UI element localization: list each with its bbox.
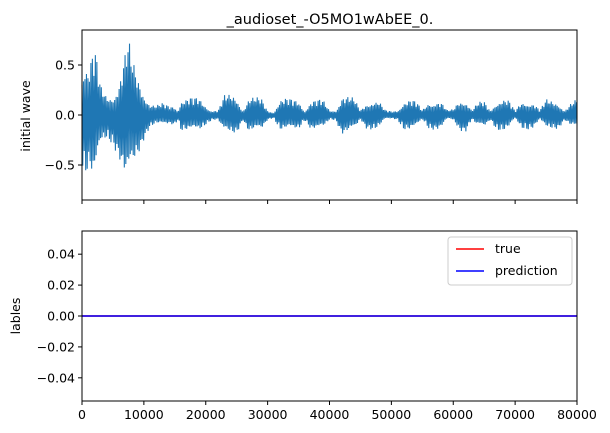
y-axis-label-labels: lables xyxy=(8,298,23,335)
labels-y-tick-label: 0.00 xyxy=(47,309,75,324)
labels-axes: lables 0.04 0.02 0.00 −0.02 −0.04 0 10000 20000… xyxy=(8,230,597,422)
waveform-y-tick-label: 0.0 xyxy=(55,108,75,123)
legend-label-prediction: prediction xyxy=(495,263,558,278)
y-axis-label-waveform: initial wave xyxy=(18,80,33,152)
waveform-axes-frame xyxy=(81,29,578,201)
waveform-y-tick-label: 0.5 xyxy=(55,58,75,73)
labels-x-tick-label: 10000 xyxy=(124,407,164,422)
labels-y-tick-label: −0.04 xyxy=(37,370,75,385)
labels-x-tick-label: 70000 xyxy=(495,407,535,422)
labels-x-tick-label: 50000 xyxy=(371,407,411,422)
legend-label-true: true xyxy=(495,241,521,256)
labels-x-tick-label: 60000 xyxy=(433,407,473,422)
labels-x-tick-label: 20000 xyxy=(186,407,226,422)
waveform-series-line xyxy=(81,43,578,171)
labels-x-tick-label: 40000 xyxy=(310,407,350,422)
labels-y-tick-label: −0.02 xyxy=(37,339,75,354)
legend: true prediction xyxy=(447,236,573,286)
waveform-y-tick-label: −0.5 xyxy=(45,158,75,173)
waveform-axes: _audioset_-O5MO1wAbEE_0. initial wave 0.… xyxy=(18,12,578,204)
chart-title: _audioset_-O5MO1wAbEE_0. xyxy=(226,12,434,28)
labels-y-tick-label: 0.04 xyxy=(47,247,75,262)
labels-x-tick-label: 0 xyxy=(78,407,86,422)
labels-x-tick-label: 80000 xyxy=(557,407,597,422)
labels-x-tick-label: 30000 xyxy=(248,407,288,422)
labels-axes-frame xyxy=(81,230,578,402)
labels-y-tick-label: 0.02 xyxy=(47,278,75,293)
